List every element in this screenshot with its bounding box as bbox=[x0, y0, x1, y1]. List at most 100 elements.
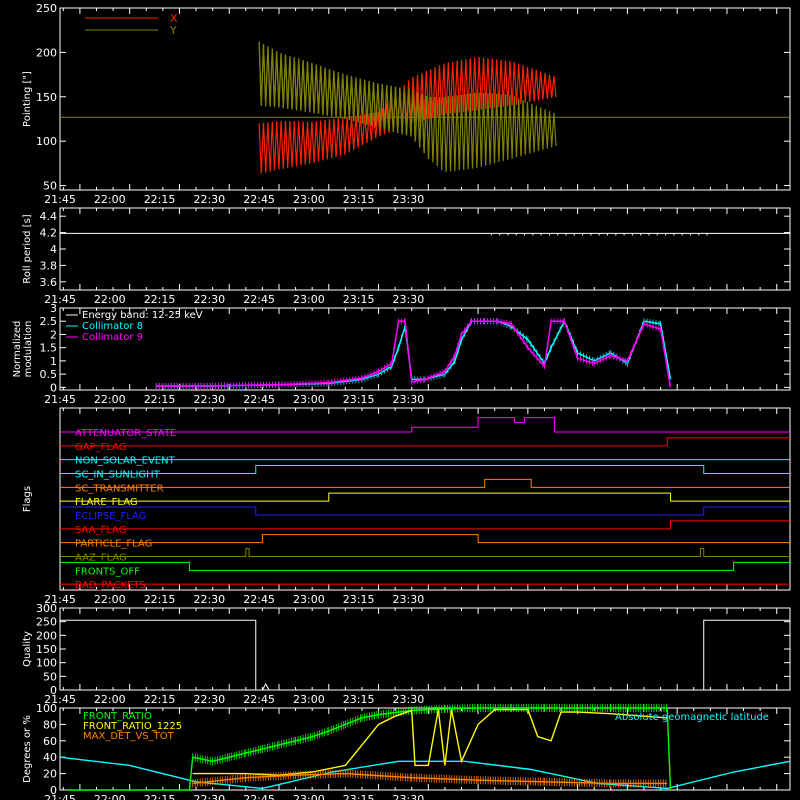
flag-aaz-flag-line bbox=[60, 548, 790, 557]
y-tick-label: 250 bbox=[36, 2, 57, 15]
y-tick-label: 200 bbox=[36, 46, 57, 59]
panel-quality: 21:45 22:00 22:15 22:30 22:45 23:00 23:15 23:30… bbox=[22, 602, 791, 706]
series-collimator-8-line bbox=[156, 319, 672, 387]
legend-label: Collimator 9 bbox=[82, 332, 143, 343]
panel-pointing: 21:45 22:00 22:15 22:30 22:45 23:00 23:15 23:30… bbox=[22, 2, 791, 206]
x-tick-label: 22:15 bbox=[144, 693, 176, 706]
flag-label: ECLIPSE_FLAG bbox=[75, 511, 146, 522]
flag-label: FRONTS_OFF bbox=[75, 566, 140, 577]
flag-label: AAZ_FLAG bbox=[75, 553, 127, 564]
series-front-ratio-line bbox=[66, 707, 672, 791]
x-tick-label: 22:45 bbox=[243, 293, 275, 306]
x-tick-label: 22:15 bbox=[144, 393, 176, 406]
x-tick-label: 22:45 bbox=[243, 693, 275, 706]
x-tick-label: 22:00 bbox=[94, 193, 126, 206]
panel-frame bbox=[59, 707, 791, 791]
y-axis-label: Pointing ["] bbox=[22, 71, 33, 127]
y-tick-label: 2.5 bbox=[40, 315, 58, 328]
x-tick-label: 22:00 bbox=[94, 593, 126, 606]
x-tick-label: 23:30 bbox=[393, 593, 425, 606]
panel-frame bbox=[59, 407, 791, 591]
x-tick-label: 22:45 bbox=[243, 393, 275, 406]
x-tick-label: 23:30 bbox=[393, 393, 425, 406]
x-tick-label: 22:30 bbox=[193, 693, 225, 706]
x-tick-label: 22:30 bbox=[193, 293, 225, 306]
legend-label: MAX_DET_VS_TOT bbox=[83, 731, 175, 742]
series-absolute-geomagnetic-latitude-line bbox=[59, 756, 791, 790]
x-tick-label: 23:00 bbox=[293, 193, 325, 206]
panel-geo: 21:45 22:00 22:15 22:30 22:45 23:00 23:15 23:30… bbox=[22, 702, 791, 800]
flag-flare-flag-line bbox=[60, 492, 790, 502]
x-tick-label: 23:15 bbox=[343, 793, 375, 800]
y-axis-label: Quality bbox=[22, 631, 33, 667]
flag-gap-flag-line bbox=[60, 437, 790, 447]
series-collimator-9-line bbox=[156, 320, 672, 388]
x-tick-label: 23:30 bbox=[393, 793, 425, 800]
y-axis-label: Degrees or % bbox=[22, 715, 33, 783]
x-tick-label: 22:45 bbox=[243, 593, 275, 606]
x-tick-label: 22:15 bbox=[144, 793, 176, 800]
x-tick-label: 23:15 bbox=[343, 193, 375, 206]
y-tick-label: 1.5 bbox=[40, 342, 58, 355]
y-tick-label: 100 bbox=[36, 702, 57, 715]
y-tick-label: 80 bbox=[43, 718, 57, 731]
x-tick-label: 22:15 bbox=[144, 293, 176, 306]
quality-line bbox=[60, 619, 790, 691]
x-tick-label: 22:45 bbox=[243, 193, 275, 206]
flag-sc-in-sunlight-line bbox=[60, 465, 790, 474]
y-tick-label: 0.5 bbox=[40, 368, 58, 381]
x-tick-label: 21:45 bbox=[44, 393, 76, 406]
x-tick-label: 22:15 bbox=[144, 593, 176, 606]
y-tick-label: 150 bbox=[36, 643, 57, 656]
x-tick-label: 23:00 bbox=[293, 593, 325, 606]
flag-label: SAA_FLAG bbox=[75, 525, 126, 536]
x-tick-label: 21:45 bbox=[44, 593, 76, 606]
x-tick-label: 22:30 bbox=[193, 593, 225, 606]
y-tick-label: 0 bbox=[50, 784, 57, 797]
legend-label: Collimator 8 bbox=[82, 321, 143, 332]
y-tick-label: 4 bbox=[50, 243, 57, 256]
legend-label: Y bbox=[169, 24, 177, 37]
flag-sc-transmitter-line bbox=[60, 478, 790, 488]
flag-label: SC_TRANSMITTER bbox=[75, 483, 164, 494]
legend-label: FRONT_RATIO bbox=[83, 711, 152, 722]
x-tick-label: 22:00 bbox=[94, 293, 126, 306]
y-tick-label: 2 bbox=[50, 328, 57, 341]
y-tick-label: 1 bbox=[50, 355, 57, 368]
x-tick-label: 23:00 bbox=[293, 293, 325, 306]
panel-roll: 21:45 22:00 22:15 22:30 22:45 23:00 23:15 23:30… bbox=[22, 207, 791, 306]
flag-label: ATTENUATOR_STATE bbox=[75, 428, 176, 439]
y-tick-label: 3.6 bbox=[40, 276, 58, 289]
legend-label: X bbox=[170, 12, 178, 25]
y-tick-label: 40 bbox=[43, 751, 57, 764]
x-tick-label: 21:45 bbox=[44, 693, 76, 706]
y-tick-label: 300 bbox=[36, 602, 57, 615]
panel-frame bbox=[59, 307, 791, 391]
panel-flags: 21:45 22:00 22:15 22:30 22:45 23:00 23:15 23:30… bbox=[22, 407, 791, 606]
y-tick-label: 100 bbox=[36, 135, 57, 148]
flag-label: BAD_PACKETS bbox=[75, 580, 146, 591]
y-tick-label: 3.8 bbox=[40, 259, 58, 272]
y-tick-label: 150 bbox=[36, 91, 57, 104]
flag-saa-flag-line bbox=[60, 520, 790, 530]
y-tick-label: 60 bbox=[43, 735, 57, 748]
legend-label: Energy band: 12-25 keV bbox=[82, 310, 203, 321]
y-tick-label: 100 bbox=[36, 657, 57, 670]
x-tick-label: 22:00 bbox=[94, 393, 126, 406]
y-tick-label: 20 bbox=[43, 768, 57, 781]
y-tick-label: 50 bbox=[43, 180, 57, 193]
x-tick-label: 23:15 bbox=[343, 293, 375, 306]
y-tick-label: 200 bbox=[36, 629, 57, 642]
y-tick-label: 0 bbox=[50, 381, 57, 394]
panel-frame bbox=[59, 7, 791, 191]
flag-particle-flag-line bbox=[60, 534, 790, 544]
x-tick-label: 23:00 bbox=[293, 693, 325, 706]
x-tick-label: 23:15 bbox=[343, 393, 375, 406]
flag-attenuator-state-line bbox=[60, 417, 790, 433]
x-tick-label: 22:15 bbox=[144, 193, 176, 206]
x-tick-label: 23:15 bbox=[343, 593, 375, 606]
flag-eclipse-flag-line bbox=[60, 506, 790, 516]
x-tick-label: 22:30 bbox=[193, 393, 225, 406]
